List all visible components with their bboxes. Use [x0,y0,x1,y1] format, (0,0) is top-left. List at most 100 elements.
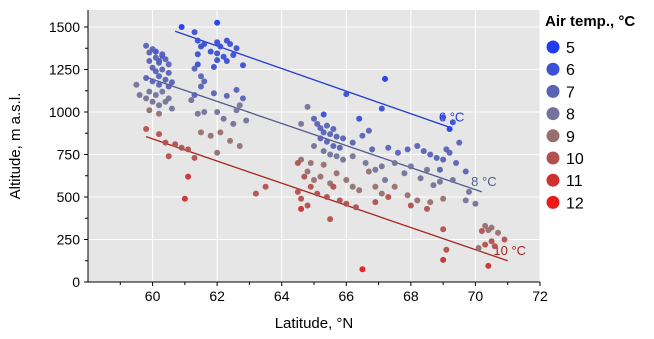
data-point [252,190,259,197]
data-point [314,120,321,127]
data-point [327,131,334,138]
data-point [330,183,337,190]
legend-marker [546,129,560,143]
data-point [156,81,163,88]
data-point [333,170,340,177]
data-point [143,75,150,81]
data-point [365,168,372,175]
data-point [185,173,192,180]
data-point [217,43,224,50]
x-tick-label: 66 [338,288,354,304]
legend-label: 5 [566,40,575,57]
isotherm-label: 8 °C [471,174,496,189]
data-point [220,115,227,122]
data-point [440,195,447,202]
data-point [185,146,192,153]
isotherm-label: 10 °C [493,243,526,258]
legend-label: 9 [566,129,575,146]
data-point [143,42,150,49]
data-point [236,143,243,149]
x-tick-label: 62 [209,288,225,304]
data-point [317,135,324,142]
isotherm-line [145,76,483,193]
data-point [198,83,204,90]
legend-title: Air temp., °C [545,13,635,30]
data-point [304,168,311,175]
data-point [146,58,153,64]
data-point [343,91,350,98]
data-point [198,73,204,80]
data-point [465,188,472,195]
data-point [449,119,456,126]
legend-label: 7 [566,84,575,101]
data-point [462,197,469,204]
data-point [317,173,324,180]
data-point [223,92,230,99]
data-point [362,160,369,166]
isotherm-label: 6 °C [439,109,464,124]
data-point [436,178,443,185]
data-point [330,143,337,149]
data-point [159,66,166,73]
data-point [501,236,508,243]
data-point [165,95,172,102]
data-point [369,146,376,153]
data-point [443,146,450,153]
legend-label: 11 [566,173,583,190]
legend-marker [546,195,560,209]
data-point [311,143,317,149]
data-point [440,256,447,263]
data-point [394,149,401,156]
data-point [217,129,224,136]
data-point [391,183,398,190]
data-point [317,125,324,132]
x-tick-label: 64 [274,288,290,304]
data-point [152,68,159,75]
data-point [343,200,350,207]
data-point [440,114,447,121]
data-point [162,139,169,146]
data-point [427,199,434,206]
data-point [414,143,421,149]
data-point [233,86,240,93]
y-axis-label: Altitude, m a.s.l. [7,93,24,200]
data-point [191,65,198,72]
data-point [491,243,498,250]
data-point [210,63,217,70]
data-point [146,107,153,114]
data-point [307,183,314,190]
legend-marker [546,62,560,76]
data-point [152,54,159,61]
data-point [194,61,201,68]
x-tick-label: 68 [403,288,419,304]
data-point [165,69,172,76]
data-point [301,173,308,180]
data-point [323,122,330,129]
data-point [156,131,163,138]
legend-label: 8 [566,107,575,124]
data-point [149,98,156,105]
data-point [214,109,221,115]
data-point [382,177,389,183]
data-point [194,51,201,58]
data-point [356,115,363,122]
data-point [449,177,456,183]
data-point [385,194,392,200]
data-point [230,52,237,59]
data-point [294,160,301,166]
data-point [414,197,421,204]
data-point [239,95,246,102]
data-point [462,168,469,175]
data-point [233,107,240,114]
data-point [191,92,198,98]
data-point [230,120,237,127]
data-point [340,135,347,142]
data-point [424,205,430,212]
data-point [172,141,179,148]
data-point [385,144,392,151]
data-point [178,24,185,30]
data-point [330,126,337,132]
data-point [485,262,492,269]
